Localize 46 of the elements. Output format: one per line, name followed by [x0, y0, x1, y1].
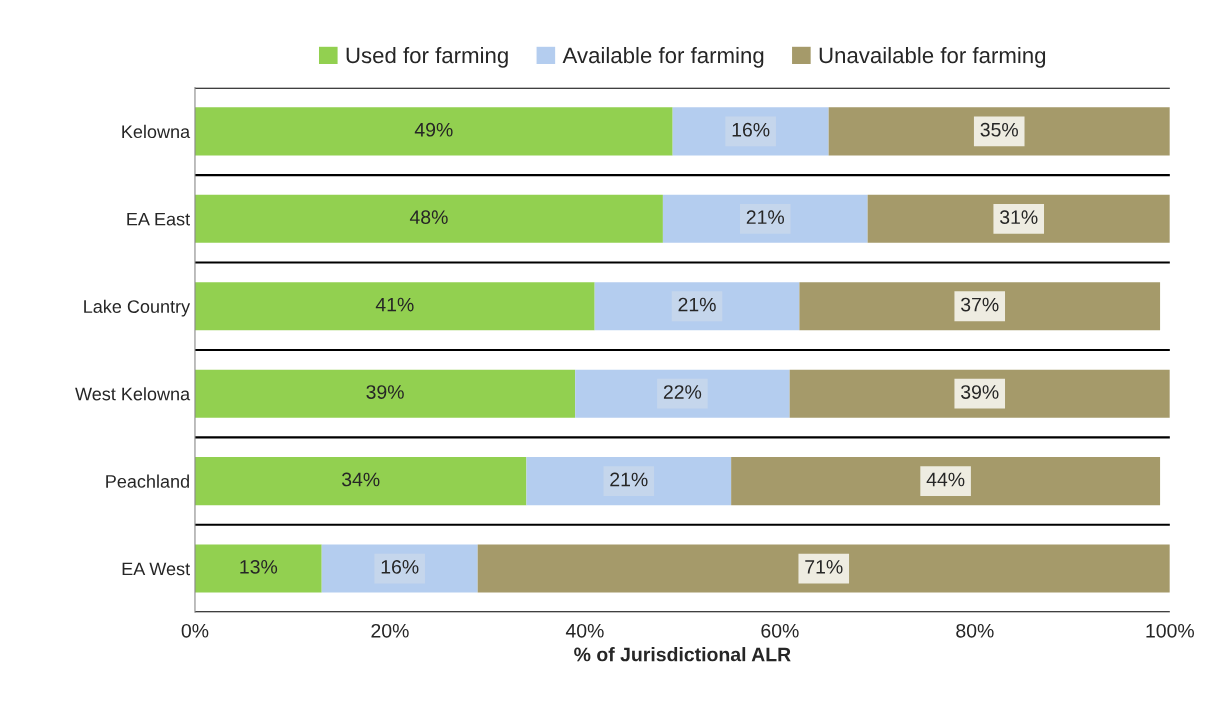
x-tick-label: 60% [761, 623, 799, 638]
y-tick-label: Kelowna [122, 124, 191, 139]
y-tick-label: EA West [122, 562, 190, 576]
y-tick-label: Lake Country [84, 299, 191, 317]
bar [194, 282, 595, 331]
data-label: 44% [926, 472, 965, 487]
x-tick-label: 80% [956, 623, 994, 638]
x-axis-title: % of Jurisdictional ALR [574, 647, 791, 662]
data-label: 21% [610, 472, 648, 487]
x-tick-label: 40% [565, 623, 604, 638]
x-tick-label: 100% [1146, 623, 1194, 638]
data-label: 21% [678, 297, 716, 312]
bar [731, 457, 1161, 506]
x-tick-label: 20% [371, 623, 409, 638]
bar [867, 194, 1170, 243]
data-label: 49% [414, 122, 453, 137]
data-label: 22% [663, 385, 702, 399]
bar [789, 369, 1170, 418]
data-label: 16% [381, 560, 419, 574]
y-tick-label: Peachland [106, 474, 189, 488]
y-tick-label: EA East [127, 212, 190, 226]
data-label: 39% [961, 385, 999, 399]
y-tick-label: West Kelowna [75, 387, 191, 401]
data-label: 35% [980, 122, 1018, 137]
bar [194, 107, 673, 156]
bar [799, 282, 1161, 331]
bar [194, 457, 527, 506]
bar [194, 369, 576, 418]
data-label: 31% [1000, 210, 1038, 225]
bar [194, 194, 663, 243]
data-label: 16% [732, 122, 770, 137]
data-label: 48% [409, 210, 448, 225]
bar [477, 544, 1170, 593]
legend-label: Available for farming [562, 46, 764, 68]
data-label: 41% [375, 297, 414, 312]
data-label: 71% [805, 560, 843, 574]
data-label: 13% [240, 560, 278, 574]
bar [194, 544, 322, 593]
bar [828, 107, 1170, 156]
x-tick-label: 0% [181, 623, 209, 638]
legend-label: Unavailable for farming [819, 46, 1046, 68]
data-label: 39% [366, 385, 404, 399]
data-label: 21% [746, 210, 785, 224]
data-label: 37% [961, 297, 999, 312]
data-label: 34% [341, 472, 380, 487]
legend-label: Used for farming [346, 46, 508, 68]
